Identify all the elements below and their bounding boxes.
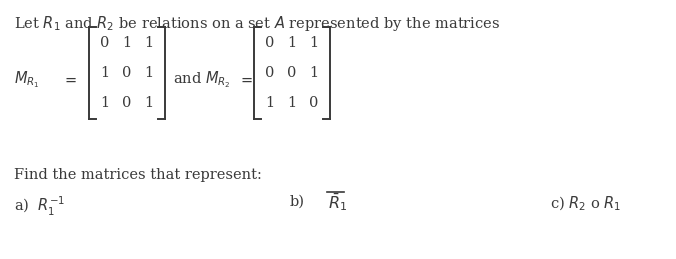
Text: 1: 1 (145, 66, 153, 80)
Text: Find the matrices that represent:: Find the matrices that represent: (14, 168, 262, 182)
Text: 1: 1 (101, 96, 110, 110)
Text: Let $R_1$ and $R_2$ be relations on a set $A$ represented by the matrices: Let $R_1$ and $R_2$ be relations on a se… (14, 14, 500, 33)
Text: 1: 1 (145, 96, 153, 110)
Text: =: = (65, 73, 77, 88)
Text: b): b) (290, 195, 305, 209)
Text: 0: 0 (265, 66, 274, 80)
Text: 1: 1 (266, 96, 274, 110)
Text: 0: 0 (287, 66, 297, 80)
Text: 0: 0 (122, 66, 132, 80)
Text: $\bar{R}_1$: $\bar{R}_1$ (328, 191, 347, 213)
Text: =: = (240, 73, 252, 88)
Text: a)  $R_1^{-1}$: a) $R_1^{-1}$ (14, 195, 65, 218)
Text: 0: 0 (310, 96, 318, 110)
Text: 1: 1 (310, 36, 318, 50)
Text: 1: 1 (101, 66, 110, 80)
Text: 0: 0 (122, 96, 132, 110)
Text: 1: 1 (145, 36, 153, 50)
Text: 1: 1 (310, 66, 318, 80)
Text: and $M_{R_2}$: and $M_{R_2}$ (173, 70, 231, 90)
Text: 1: 1 (287, 36, 297, 50)
Text: 0: 0 (100, 36, 110, 50)
Text: 1: 1 (287, 96, 297, 110)
Text: 0: 0 (265, 36, 274, 50)
Text: $M_{R_1}$: $M_{R_1}$ (14, 70, 40, 90)
Text: c) $R_2$ o $R_1$: c) $R_2$ o $R_1$ (550, 195, 621, 213)
Text: 1: 1 (122, 36, 132, 50)
